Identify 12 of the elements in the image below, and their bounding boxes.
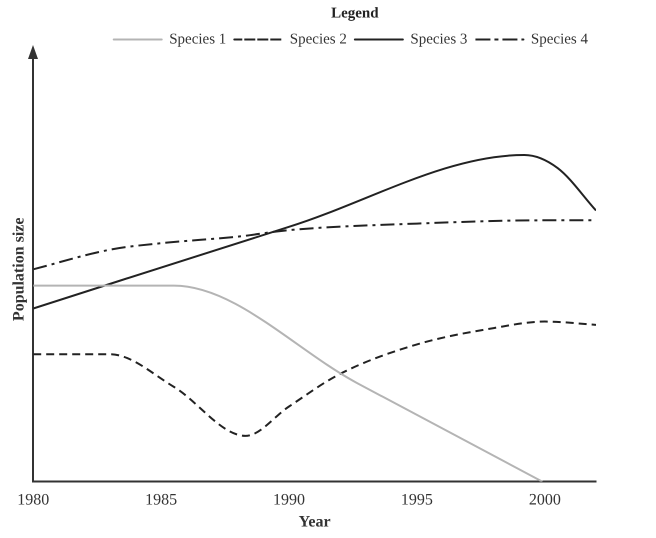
x-tick-label: 2000 — [528, 491, 561, 508]
legend-title: Legend — [331, 5, 380, 22]
legend-label: Species 3 — [410, 31, 468, 48]
x-tick-label: 1995 — [400, 491, 433, 508]
y-axis-title: Population size — [10, 218, 28, 322]
x-tick-label: 1990 — [273, 491, 306, 508]
legend-label: Species 2 — [290, 31, 347, 48]
x-tick-label: 1985 — [145, 491, 178, 508]
legend-label: Species 1 — [169, 31, 226, 48]
legend-label: Species 4 — [530, 31, 588, 48]
x-axis-title: Year — [298, 514, 331, 531]
x-tick-label: 1980 — [17, 491, 50, 508]
